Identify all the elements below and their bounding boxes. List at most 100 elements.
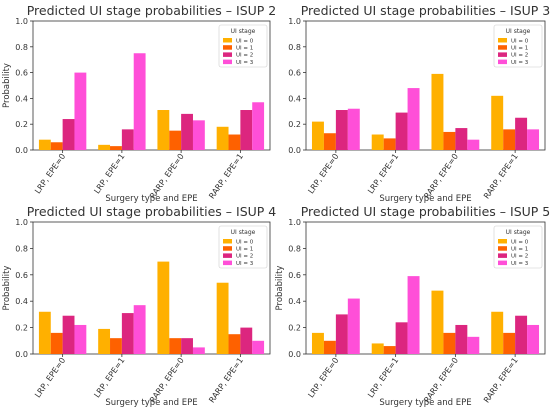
x-tick-label: RARP, EPE=1: [207, 356, 245, 405]
bar-ui3-cat1: [74, 324, 87, 354]
bar-ui2-cat3: [455, 324, 468, 354]
legend-label: UI = 0: [511, 38, 529, 44]
y-tick-label: 0.8: [288, 43, 301, 52]
legend-swatch: [223, 246, 232, 251]
x-tick-label: RARP, EPE=1: [482, 356, 520, 405]
y-axis-label: Probability: [275, 266, 285, 311]
x-axis-label: Surgery type and EPE: [105, 398, 197, 408]
bar-ui2-cat2: [395, 322, 408, 354]
legend-swatch: [498, 246, 507, 251]
legend-swatch: [223, 260, 232, 266]
legend-swatch: [498, 38, 507, 43]
bar-ui0-cat2: [371, 343, 384, 354]
chart-panel-3: Predicted UI stage probabilities – ISUP …: [2, 204, 276, 408]
y-tick-label: 0.4: [15, 94, 28, 103]
y-tick-label: 1.0: [15, 17, 28, 26]
bar-ui3-cat1: [347, 108, 360, 150]
bar-ui1-cat1: [323, 133, 336, 150]
legend-swatch: [223, 253, 232, 258]
legend: UI stage UI = 0 UI = 1UI = 2UI = 3: [218, 225, 268, 269]
legend-label: UI = 3: [511, 60, 529, 66]
bar-ui2-cat2: [121, 129, 134, 150]
bar-ui3-cat2: [133, 53, 146, 150]
legend-label: UI = 1: [236, 247, 253, 253]
plot-frame: [32, 20, 271, 151]
y-tick-label: 0.0: [15, 146, 28, 155]
y-tick-label: 0.6: [288, 69, 301, 78]
chart-title: Predicted UI stage probabilities – ISUP …: [301, 3, 550, 18]
bar-ui2-cat4: [240, 327, 253, 354]
legend-title: UI stage: [231, 229, 256, 236]
bar-ui3-cat1: [74, 72, 87, 150]
legend-swatch: [498, 59, 507, 65]
x-tick-label: LRP, EPE=1: [366, 356, 400, 399]
bar-ui1-cat3: [169, 130, 182, 150]
y-tick-label: 0.8: [15, 43, 28, 52]
bar-ui0-cat4: [491, 95, 504, 150]
bar-ui3-cat1: [347, 298, 360, 354]
bar-ui0-cat3: [157, 261, 170, 354]
bar-ui0-cat2: [98, 144, 111, 150]
bar-ui1-cat3: [169, 338, 182, 354]
bar-ui2-cat3: [181, 113, 193, 150]
bar-ui2-cat1: [62, 315, 75, 354]
bar-ui0-cat1: [38, 311, 51, 354]
chart-panel-2: Predicted UI stage probabilities – ISUP …: [288, 3, 550, 204]
bar-ui0-cat3: [431, 290, 444, 354]
bar-ui3-cat4: [527, 129, 540, 150]
x-tick-label: LRP, EPE=1: [92, 356, 126, 399]
y-tick-label: 0.8: [15, 244, 28, 253]
y-tick-label: 0.4: [288, 297, 301, 306]
bar-ui1-cat3: [443, 131, 456, 150]
legend-title: UI stage: [506, 28, 531, 35]
legend-label: UI = 0: [511, 239, 529, 245]
bar-ui2-cat2: [121, 313, 134, 354]
bar-ui2-cat4: [240, 110, 253, 150]
bar-ui3-cat3: [192, 120, 205, 150]
y-tick-label: 0.6: [15, 69, 28, 78]
legend-label: UI = 3: [511, 261, 529, 267]
bar-ui3-cat3: [467, 336, 480, 354]
legend-swatch: [498, 45, 507, 50]
legend-title: UI stage: [231, 28, 256, 35]
chart-title: Predicted UI stage probabilities – ISUP …: [301, 204, 550, 219]
y-tick-label: 0.2: [15, 120, 28, 129]
plot-frame: [32, 221, 271, 355]
x-tick-label: LRP, EPE=1: [92, 152, 126, 195]
x-tick-label: LRP, EPE=0: [306, 356, 340, 399]
bar-ui1-cat1: [50, 332, 63, 354]
x-tick-label: LRP, EPE=1: [366, 152, 400, 195]
bar-ui0-cat1: [311, 332, 324, 354]
x-tick-label: LRP, EPE=0: [33, 356, 67, 399]
bar-ui1-cat1: [50, 142, 63, 150]
x-axis-label: Surgery type and EPE: [105, 194, 197, 204]
legend-label: UI = 3: [236, 60, 254, 66]
bar-ui2-cat1: [335, 110, 348, 150]
legend-label: UI = 2: [511, 254, 528, 260]
x-tick-label: LRP, EPE=0: [33, 152, 67, 195]
bar-ui2-cat1: [335, 314, 348, 354]
bar-ui3-cat2: [133, 305, 146, 354]
y-axis-label: Probability: [2, 266, 12, 311]
x-tick-label: RARP, EPE=1: [207, 152, 245, 201]
legend-swatch: [498, 52, 507, 57]
bar-ui0-cat1: [38, 139, 51, 150]
bar-ui0-cat2: [371, 134, 384, 150]
legend: UI stage UI = 0 UI = 1UI = 2UI = 3: [493, 225, 543, 269]
bar-ui1-cat2: [383, 138, 396, 150]
x-axis-label: Surgery type and EPE: [379, 398, 471, 408]
x-tick-label: RARP, EPE=1: [482, 152, 520, 201]
legend-label: UI = 1: [236, 46, 253, 52]
legend-swatch: [498, 260, 507, 266]
bar-ui3-cat3: [192, 347, 205, 354]
legend-swatch: [223, 45, 232, 50]
legend: UI stage UI = 0 UI = 1UI = 2UI = 3: [493, 24, 543, 68]
plot-frame: [305, 221, 546, 355]
y-tick-label: 1.0: [288, 17, 301, 26]
y-axis-label: Probability: [2, 63, 12, 108]
legend-swatch: [223, 59, 232, 65]
y-tick-label: 0.2: [288, 120, 301, 129]
bar-ui3-cat4: [252, 102, 265, 150]
y-tick-label: 0.0: [15, 350, 28, 359]
y-tick-label: 0.2: [15, 324, 28, 333]
